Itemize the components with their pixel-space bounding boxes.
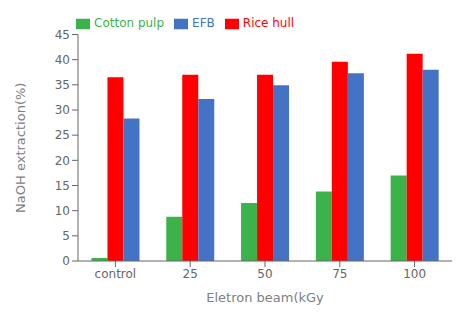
svg-text:50: 50: [257, 267, 272, 281]
svg-text:10: 10: [55, 204, 70, 218]
svg-text:control: control: [95, 267, 137, 281]
svg-text:30: 30: [55, 103, 70, 117]
html-text:Rice hull: Rice hull: [242, 16, 295, 30]
svg-text:Eletron beam(kGy: Eletron beam(kGy: [206, 290, 324, 305]
svg-text:35: 35: [55, 78, 70, 92]
svg-text:25: 25: [183, 267, 198, 281]
svg-text:NaOH extraction(%): NaOH extraction(%): [13, 83, 28, 213]
svg-text:5: 5: [62, 229, 70, 243]
html-text:EFB: EFB: [192, 16, 215, 30]
svg-text:15: 15: [55, 179, 70, 193]
svg-text:0: 0: [62, 254, 70, 268]
svg-text:40: 40: [55, 53, 70, 67]
svg-text:45: 45: [55, 28, 70, 42]
svg-text:20: 20: [55, 154, 70, 168]
svg-text:100: 100: [403, 267, 426, 281]
html-text:Cotton pulp: Cotton pulp: [94, 16, 165, 30]
svg-text:75: 75: [332, 267, 347, 281]
svg-text:25: 25: [55, 128, 70, 142]
